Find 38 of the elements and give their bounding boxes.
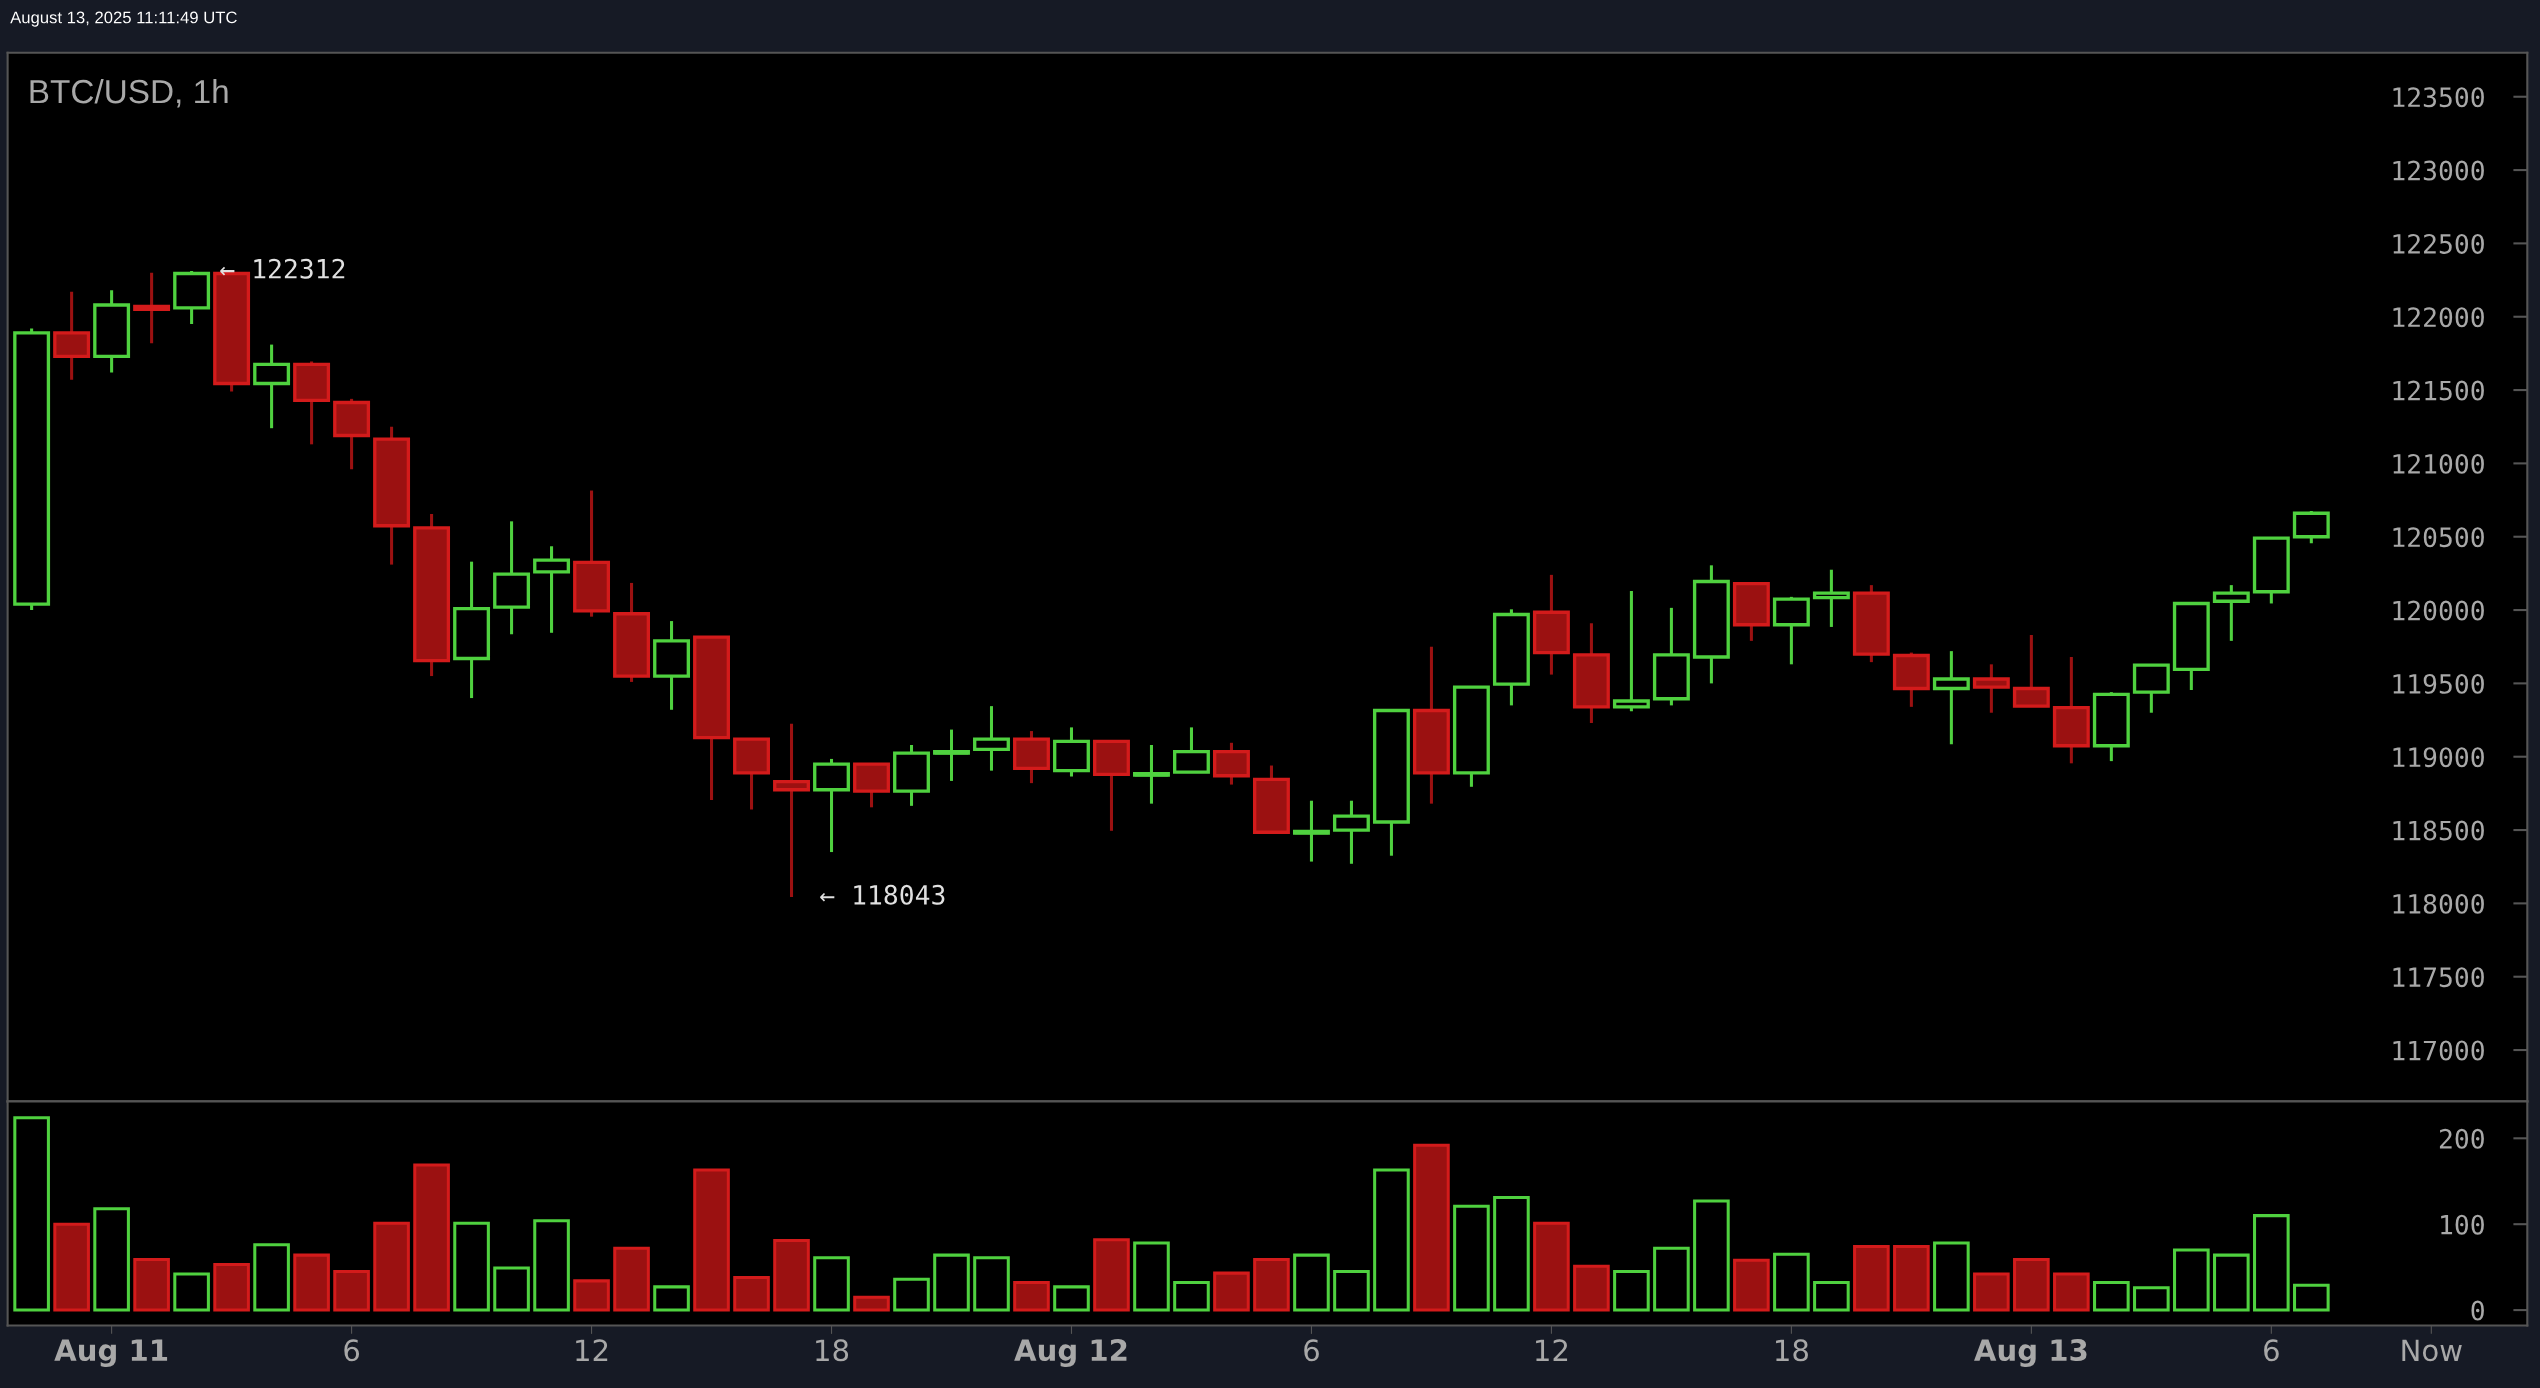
x-tick-label: Aug 11 xyxy=(54,1339,168,1367)
x-tick-label: Aug 12 xyxy=(1014,1339,1127,1367)
candlestick xyxy=(1812,569,1850,627)
x-tick-label: Now xyxy=(2402,1339,2462,1362)
x-tick-label: 18 xyxy=(1776,1339,1808,1362)
y-tick-label: 121500 xyxy=(2393,380,2484,401)
y-tick-label: 117000 xyxy=(2393,1040,2484,1061)
y-tick-label: 120500 xyxy=(2393,527,2484,548)
candlestick xyxy=(773,723,810,898)
y-tick-label: 123500 xyxy=(2393,87,2484,108)
text: August 13, 2025 11:11:49 UTC xyxy=(10,11,237,27)
y-tick-label: 200 xyxy=(2439,1128,2484,1149)
y-tick-label: 120000 xyxy=(2393,600,2484,621)
y-tick-label: 118500 xyxy=(2393,820,2484,841)
y-tick-label: 119000 xyxy=(2393,747,2484,768)
y-tick-label: 0 xyxy=(2471,1300,2484,1321)
candlestick xyxy=(1932,651,1970,745)
x-tick-label: 12 xyxy=(1536,1339,1568,1361)
y-tick-label: 121000 xyxy=(2393,453,2484,474)
annotation: ← 118043 xyxy=(820,884,945,905)
y-tick-label: 122500 xyxy=(2393,233,2484,254)
candlestick xyxy=(2212,585,2250,641)
x-tick-label: 12 xyxy=(576,1339,608,1361)
x-tick-label: 18 xyxy=(816,1339,849,1362)
x-tick-label: Aug 13 xyxy=(1974,1339,2087,1367)
candlestick xyxy=(1612,590,1650,712)
candlestick xyxy=(133,272,171,345)
text: BTC/USD, 1h xyxy=(30,78,228,108)
y-tick-label: 123000 xyxy=(2393,160,2484,181)
x-tick-label: 6 xyxy=(1304,1339,1319,1362)
candlestick xyxy=(533,546,571,633)
y-tick-label: 100 xyxy=(2441,1214,2484,1235)
y-tick-label: 117500 xyxy=(2393,967,2484,988)
y-tick-label: 119500 xyxy=(2393,673,2484,694)
x-tick-label: 6 xyxy=(2264,1339,2279,1362)
y-tick-label: 122000 xyxy=(2393,307,2484,328)
y-tick-label: 118000 xyxy=(2393,893,2484,914)
x-tick-label: 6 xyxy=(344,1339,360,1362)
